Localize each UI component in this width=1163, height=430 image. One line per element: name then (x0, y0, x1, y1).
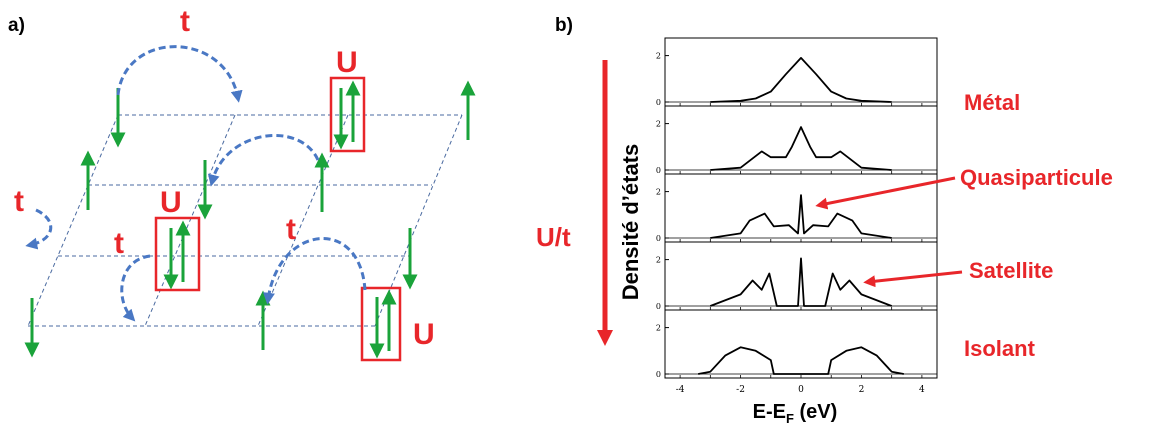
panel-b-label: b) (555, 15, 573, 36)
annotation-quasiparticle: Quasiparticule (960, 165, 1113, 190)
spins (24, 80, 476, 359)
hopping-label: t (14, 185, 24, 218)
dos-panel-frame (664, 241, 938, 311)
double-occupancy-box (329, 76, 366, 153)
dos-curve (710, 126, 892, 171)
hopping-label: t (114, 227, 124, 260)
y-axis-label: Densité d’états (618, 144, 643, 301)
x-axis-label: E-EF (eV) (753, 401, 838, 426)
dos-panel-frame (664, 105, 938, 175)
panel-a-label: a) (8, 15, 25, 36)
satellite-pointer (863, 270, 963, 288)
annotation-insulator: Isolant (964, 336, 1036, 361)
y-tick-label: 0 (656, 98, 661, 107)
x-tick-label: -2 (736, 385, 745, 395)
hop-arrow (120, 254, 151, 322)
y-tick-label: 0 (656, 302, 661, 311)
interaction-label: U (336, 46, 358, 79)
dos-plot: 0 2 0 2 0 2 0 2 0 2 -4 -2 0 2 4 (656, 37, 938, 395)
hop-arrow (116, 45, 243, 103)
hop-arrow (263, 237, 367, 305)
annotation-metal: Métal (964, 90, 1020, 115)
interaction-label: U (160, 186, 182, 219)
y-tick-label: 0 (656, 370, 661, 379)
dos-panel-frame (664, 173, 938, 243)
x-tick-label: 4 (919, 385, 925, 395)
double-occupancy-box (360, 286, 402, 362)
interaction-strength-label: U/t (536, 222, 571, 252)
interaction-label: U (413, 318, 435, 351)
hop-arrow (207, 133, 320, 187)
dos-curve (709, 257, 893, 307)
dos-panel-frame (664, 37, 938, 107)
dos-curve (710, 57, 892, 103)
y-tick-label: 2 (656, 324, 661, 333)
annotation-satellite: Satellite (969, 258, 1053, 283)
dos-curve (710, 194, 892, 239)
quasiparticle-pointer (815, 176, 956, 210)
x-tick-label: 2 (859, 385, 865, 395)
y-tick-label: 0 (656, 234, 661, 243)
x-tick-label: 0 (798, 385, 804, 395)
hopping-label: t (180, 5, 190, 38)
panel-a-labels: t t t t U U U (14, 5, 435, 351)
y-tick-label: 2 (656, 52, 661, 61)
y-tick-label: 2 (656, 188, 661, 197)
dos-curve (698, 346, 904, 375)
hopping-label: t (286, 213, 296, 246)
lattice (27, 114, 463, 327)
panel-a: a) (8, 5, 476, 362)
y-tick-label: 2 (656, 256, 661, 265)
interaction-boxes (154, 76, 402, 362)
y-tick-label: 2 (656, 120, 661, 129)
hop-arrow (25, 208, 53, 250)
dos-panel-frame (664, 309, 938, 379)
x-tick-label: -4 (676, 385, 685, 395)
double-occupancy-box (154, 216, 201, 292)
hopping-arrows (25, 45, 367, 322)
panel-b: b) U/t Densité d’états 0 2 0 2 0 2 0 2 0 2 -4 -2 0 2 4… (536, 15, 1113, 426)
y-tick-label: 0 (656, 166, 661, 175)
